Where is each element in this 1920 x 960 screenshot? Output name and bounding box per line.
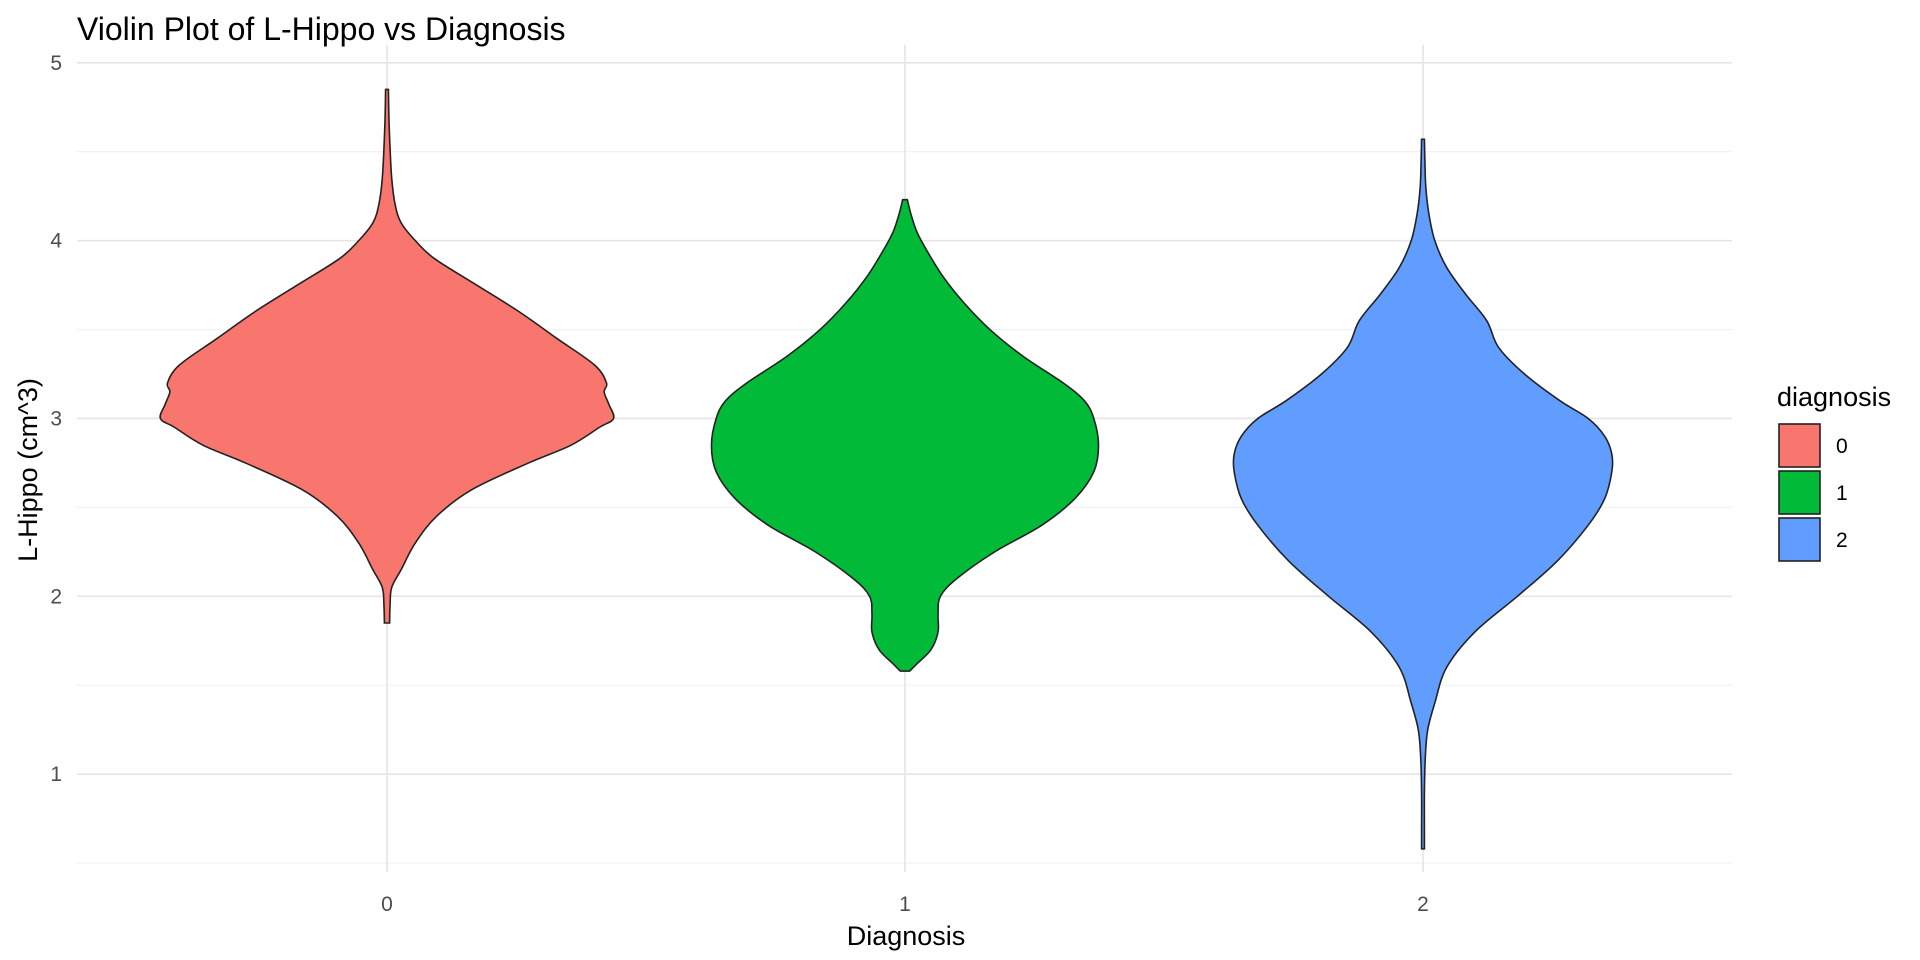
violin-2 <box>1232 138 1614 850</box>
legend-swatch-2 <box>1778 517 1821 562</box>
axis-ticks: 1 2 3 4 5 0 1 2 <box>50 52 1429 916</box>
x-tick-label: 1 <box>899 893 911 916</box>
legend-swatch-1 <box>1778 470 1821 515</box>
legend-title: diagnosis <box>1777 382 1891 412</box>
chart-title: Violin Plot of L-Hippo vs Diagnosis <box>77 11 566 47</box>
legend: diagnosis 0 1 2 <box>1777 382 1891 562</box>
violin-1 <box>710 198 1100 672</box>
y-axis-title: L-Hippo (cm^3) <box>13 378 43 562</box>
y-tick-label: 4 <box>50 230 62 253</box>
x-axis-title: Diagnosis <box>847 921 966 951</box>
y-tick-label: 2 <box>50 585 62 608</box>
legend-label-2: 2 <box>1836 529 1848 552</box>
violins <box>159 88 1614 850</box>
y-tick-label: 3 <box>50 407 62 430</box>
legend-swatch-0 <box>1778 423 1821 468</box>
legend-label-0: 0 <box>1836 435 1848 458</box>
y-tick-label: 5 <box>50 52 62 75</box>
y-tick-label: 1 <box>50 763 62 786</box>
violin-0 <box>159 88 615 624</box>
x-tick-label: 2 <box>1417 893 1429 916</box>
x-tick-label: 0 <box>381 893 393 916</box>
legend-label-1: 1 <box>1836 482 1848 505</box>
